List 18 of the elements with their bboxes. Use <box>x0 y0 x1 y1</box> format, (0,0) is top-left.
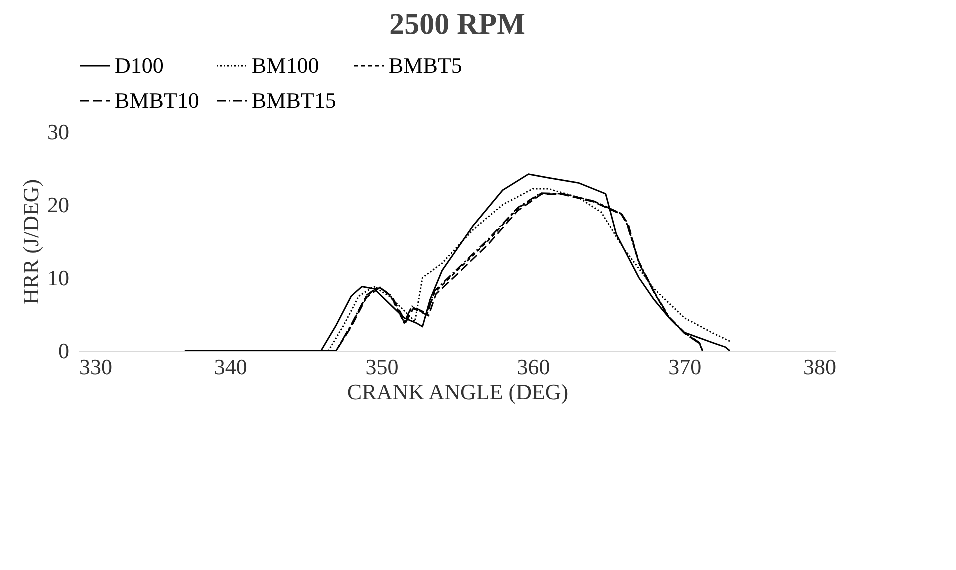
legend-label: BMBT5 <box>389 53 462 78</box>
x-tick-label: 360 <box>517 354 550 380</box>
x-tick-label: 380 <box>804 354 836 380</box>
legend-label: BMBT15 <box>252 88 336 113</box>
x-axis-title: CRANK ANGLE (DEG) <box>347 380 569 404</box>
legend-label: D100 <box>115 53 164 78</box>
y-tick-label: 0 <box>58 338 70 364</box>
legend-label: BMBT10 <box>115 88 200 113</box>
x-tick-label: 370 <box>668 354 702 380</box>
x-tick-label: 340 <box>214 354 248 380</box>
y-tick-label: 10 <box>48 266 70 290</box>
chart-title: 2500 RPM <box>390 8 526 41</box>
x-tick-label: 350 <box>366 354 399 380</box>
x-tick-label: 330 <box>80 354 112 380</box>
legend-label: BM100 <box>252 53 320 78</box>
y-tick-label: 20 <box>48 192 70 218</box>
y-axis-title: HRR (J/DEG) <box>18 179 44 305</box>
y-tick-label: 30 <box>48 120 70 144</box>
